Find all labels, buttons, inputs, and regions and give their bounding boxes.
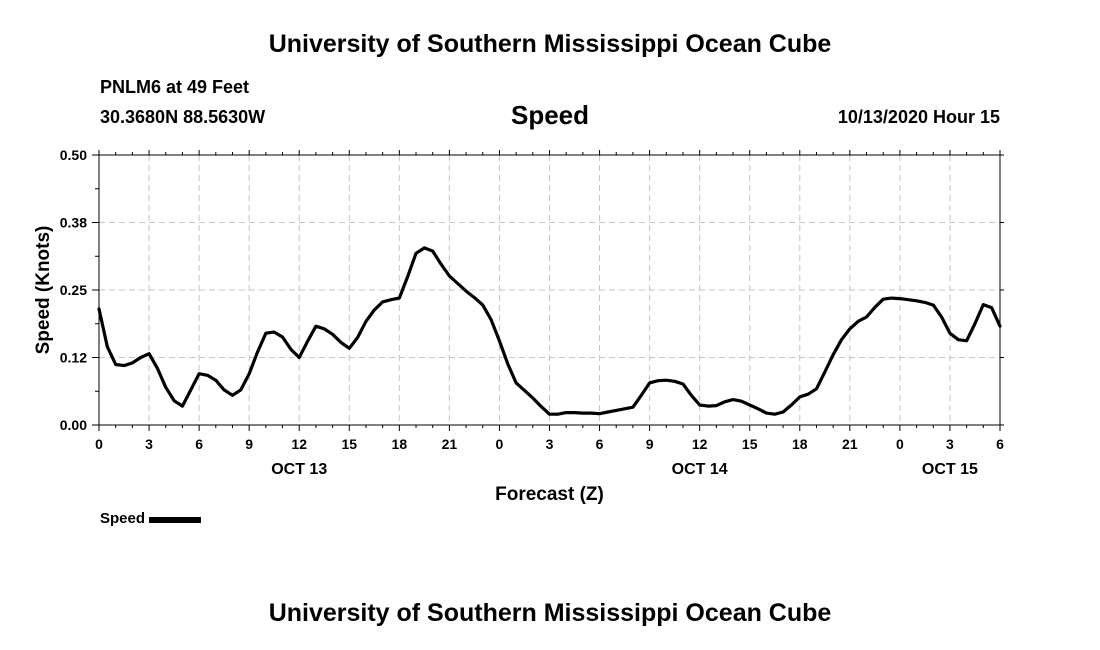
x-tick-label: 9 — [646, 436, 654, 452]
footer-title: University of Southern Mississippi Ocean… — [268, 599, 832, 627]
x-tick-label: 21 — [442, 436, 458, 452]
x-tick-label: 0 — [496, 436, 504, 452]
x-tick-label: 21 — [842, 436, 858, 452]
forecast-datetime: 10/13/2020 Hour 15 — [837, 107, 1000, 127]
x-tick-label: 6 — [596, 436, 604, 452]
x-tick-label: 15 — [742, 436, 758, 452]
y-tick-label: 0.12 — [60, 350, 87, 366]
variable-title: Speed — [510, 100, 590, 130]
axis-labels: 0 3 6 9 12 15 18 21 0 3 6 9 12 15 18 21 0 3 6 0.00 0.12 0.25 0… — [60, 147, 1004, 478]
x-tick-label: 3 — [946, 436, 954, 452]
grid — [99, 155, 1000, 425]
y-tick-label: 0.50 — [60, 147, 87, 163]
coordinates-label: 30.3680N 88.5630W — [100, 107, 266, 127]
x-tick-label: 15 — [341, 436, 357, 452]
x-tick-label: 6 — [195, 436, 203, 452]
x-axis-title: Forecast (Z) — [495, 484, 604, 505]
y-tick-label: 0.38 — [60, 215, 87, 231]
y-tick-label: 0.25 — [60, 282, 87, 298]
x-tick-label: 12 — [291, 436, 307, 452]
x-tick-label: 18 — [792, 436, 808, 452]
legend-swatch — [149, 517, 202, 523]
chart-title: University of Southern Mississippi Ocean… — [268, 30, 832, 58]
legend: Speed — [100, 510, 202, 527]
x-tick-label: 3 — [546, 436, 554, 452]
date-label: OCT 14 — [672, 461, 728, 478]
y-axis-title: Speed (Knots) — [33, 226, 54, 355]
x-tick-label: 0 — [95, 436, 103, 452]
x-tick-label: 6 — [996, 436, 1004, 452]
x-tick-label: 0 — [896, 436, 904, 452]
date-label: OCT 13 — [271, 461, 327, 478]
station-label: PNLM6 at 49 Feet — [100, 77, 250, 97]
x-tick-label: 12 — [692, 436, 708, 452]
legend-label: Speed — [100, 510, 146, 527]
date-label: OCT 15 — [922, 461, 978, 478]
series-line-speed — [97, 246, 1002, 416]
x-tick-label: 9 — [245, 436, 253, 452]
y-tick-label: 0.00 — [60, 417, 87, 433]
axis-ticks — [92, 150, 1004, 431]
x-tick-label: 3 — [145, 436, 153, 452]
x-tick-label: 18 — [392, 436, 408, 452]
